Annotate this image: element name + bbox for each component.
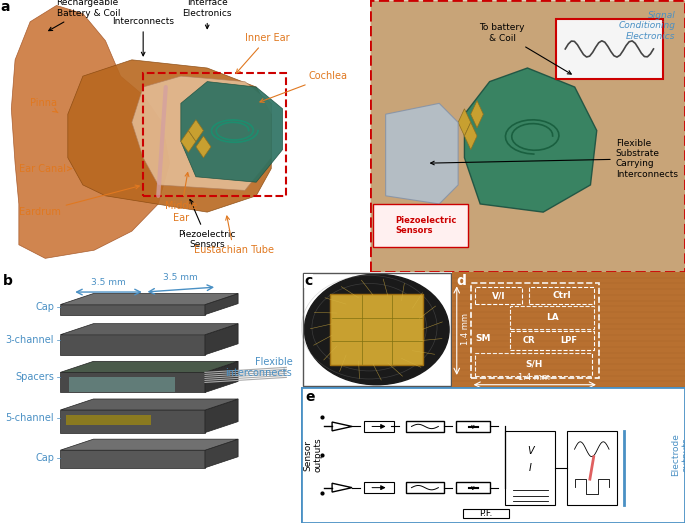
Polygon shape — [458, 109, 471, 136]
Polygon shape — [68, 60, 271, 212]
Polygon shape — [60, 293, 238, 304]
Text: Cap: Cap — [35, 302, 54, 312]
Circle shape — [304, 274, 449, 385]
Polygon shape — [66, 415, 151, 425]
Text: Flexible
Substrate
Carrying
Interconnects: Flexible Substrate Carrying Interconnect… — [431, 139, 677, 179]
FancyBboxPatch shape — [556, 19, 663, 79]
FancyBboxPatch shape — [452, 272, 685, 387]
Polygon shape — [132, 76, 271, 190]
Text: Electrode
outputs: Electrode outputs — [671, 434, 685, 476]
Text: Ear Canal: Ear Canal — [19, 164, 72, 174]
Text: SM: SM — [475, 334, 491, 343]
Text: Spacers: Spacers — [15, 372, 54, 382]
Text: Piezoelectric
Sensors: Piezoelectric Sensors — [395, 216, 456, 235]
Polygon shape — [69, 378, 175, 392]
Polygon shape — [205, 293, 238, 315]
Text: Inner Ear: Inner Ear — [236, 33, 290, 73]
Polygon shape — [60, 450, 205, 468]
Text: Ctrl: Ctrl — [552, 291, 571, 300]
Polygon shape — [205, 361, 238, 392]
FancyBboxPatch shape — [406, 421, 444, 432]
Text: LA: LA — [546, 313, 559, 323]
Polygon shape — [181, 82, 283, 182]
Text: Rechargeable
Battery & Coil: Rechargeable Battery & Coil — [49, 0, 120, 31]
Polygon shape — [60, 361, 238, 372]
Polygon shape — [60, 439, 238, 450]
Polygon shape — [205, 324, 238, 355]
Text: Flexible
interconnects: Flexible interconnects — [225, 357, 292, 378]
Text: Eustachian Tube: Eustachian Tube — [194, 216, 273, 255]
FancyBboxPatch shape — [364, 482, 395, 493]
FancyBboxPatch shape — [301, 387, 685, 523]
FancyBboxPatch shape — [373, 204, 468, 247]
Text: Interface
Electronics: Interface Electronics — [182, 0, 232, 29]
Text: V: V — [527, 447, 534, 457]
FancyBboxPatch shape — [456, 482, 490, 493]
FancyBboxPatch shape — [463, 509, 510, 518]
Polygon shape — [386, 104, 458, 204]
FancyBboxPatch shape — [370, 0, 685, 272]
Text: 3.5 mm: 3.5 mm — [91, 278, 126, 287]
Text: Cap: Cap — [35, 453, 54, 463]
Text: 1.4 mm: 1.4 mm — [462, 313, 471, 346]
FancyBboxPatch shape — [406, 482, 444, 493]
Polygon shape — [181, 131, 196, 152]
Text: CR: CR — [523, 336, 535, 345]
Text: 1.4 mm: 1.4 mm — [518, 373, 549, 382]
Text: Signal
Conditioning
Electronics: Signal Conditioning Electronics — [619, 11, 675, 41]
Text: V/I: V/I — [492, 291, 506, 300]
Polygon shape — [464, 122, 477, 150]
FancyBboxPatch shape — [456, 421, 490, 432]
Text: Eardrum: Eardrum — [19, 185, 139, 217]
Text: 3.5 mm: 3.5 mm — [164, 273, 198, 282]
Text: e: e — [306, 390, 314, 404]
Polygon shape — [471, 100, 484, 128]
Polygon shape — [332, 422, 352, 431]
Polygon shape — [60, 304, 205, 315]
Text: 3-channel: 3-channel — [5, 335, 54, 345]
Text: a: a — [0, 0, 10, 14]
Polygon shape — [196, 136, 211, 158]
FancyBboxPatch shape — [567, 430, 616, 505]
Polygon shape — [60, 399, 238, 410]
Polygon shape — [60, 335, 205, 355]
Text: Cochlea: Cochlea — [260, 71, 348, 103]
Polygon shape — [205, 399, 238, 433]
Polygon shape — [60, 324, 238, 335]
Text: Middle
Ear: Middle Ear — [164, 173, 197, 223]
FancyBboxPatch shape — [330, 294, 423, 365]
Text: S/H: S/H — [525, 359, 543, 369]
Text: I: I — [529, 463, 532, 473]
Text: 5-channel: 5-channel — [5, 413, 54, 423]
Text: b: b — [3, 275, 13, 289]
Polygon shape — [332, 483, 352, 492]
Text: P.F.: P.F. — [479, 509, 493, 518]
Polygon shape — [60, 372, 205, 392]
Polygon shape — [188, 120, 203, 141]
Text: Pinna: Pinna — [30, 98, 58, 112]
Text: To battery
& Coil: To battery & Coil — [479, 24, 571, 74]
Text: d: d — [457, 274, 466, 288]
Text: Piezoelectric
Sensors: Piezoelectric Sensors — [179, 199, 236, 249]
Polygon shape — [11, 5, 170, 258]
Text: Sensor
outputs: Sensor outputs — [303, 438, 323, 472]
Text: Interconnects: Interconnects — [112, 17, 174, 56]
Text: c: c — [304, 274, 312, 288]
Polygon shape — [464, 68, 597, 212]
Polygon shape — [60, 410, 205, 433]
Text: LPF: LPF — [560, 336, 577, 345]
FancyBboxPatch shape — [506, 430, 556, 505]
Polygon shape — [205, 439, 238, 468]
FancyBboxPatch shape — [364, 421, 395, 432]
